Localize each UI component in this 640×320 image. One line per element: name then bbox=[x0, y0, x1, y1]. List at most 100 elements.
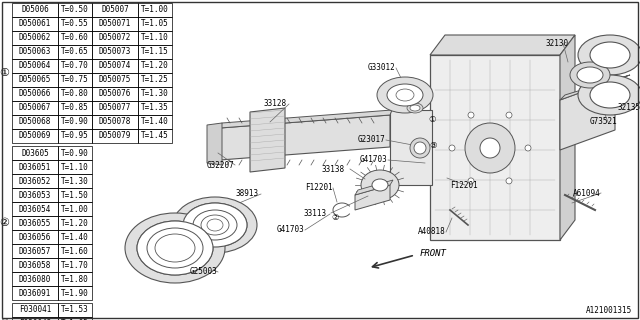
Bar bbox=[58, 244, 92, 258]
Text: T=1.60: T=1.60 bbox=[61, 246, 89, 255]
Bar bbox=[12, 303, 58, 317]
Bar bbox=[12, 258, 58, 272]
Bar bbox=[12, 146, 58, 160]
Text: D05006: D05006 bbox=[21, 5, 49, 14]
Polygon shape bbox=[250, 108, 285, 172]
Text: G32207: G32207 bbox=[207, 161, 235, 170]
Text: T=0.80: T=0.80 bbox=[61, 90, 89, 99]
Bar bbox=[92, 129, 138, 143]
Bar bbox=[12, 174, 58, 188]
Text: 33138: 33138 bbox=[322, 164, 345, 173]
Text: D036051: D036051 bbox=[19, 163, 51, 172]
Ellipse shape bbox=[570, 62, 610, 88]
Text: D036052: D036052 bbox=[19, 177, 51, 186]
Bar bbox=[58, 303, 92, 317]
Text: D050068: D050068 bbox=[19, 117, 51, 126]
Polygon shape bbox=[220, 115, 390, 160]
Text: D036091: D036091 bbox=[19, 289, 51, 298]
Text: T=1.53: T=1.53 bbox=[61, 306, 89, 315]
Text: T=1.30: T=1.30 bbox=[61, 177, 89, 186]
Text: T=1.30: T=1.30 bbox=[141, 90, 169, 99]
Text: T=0.65: T=0.65 bbox=[61, 47, 89, 57]
Text: D036054: D036054 bbox=[19, 204, 51, 213]
Text: T=0.90: T=0.90 bbox=[61, 148, 89, 157]
Circle shape bbox=[506, 178, 512, 184]
Bar bbox=[12, 202, 58, 216]
Ellipse shape bbox=[387, 84, 423, 106]
Bar bbox=[58, 174, 92, 188]
Ellipse shape bbox=[147, 228, 203, 268]
Ellipse shape bbox=[590, 82, 630, 108]
Bar bbox=[12, 31, 58, 45]
Text: D050079: D050079 bbox=[99, 132, 131, 140]
Bar bbox=[12, 216, 58, 230]
Text: D050066: D050066 bbox=[19, 90, 51, 99]
Bar bbox=[92, 87, 138, 101]
Text: T=1.20: T=1.20 bbox=[141, 61, 169, 70]
Bar bbox=[138, 101, 172, 115]
Bar bbox=[12, 272, 58, 286]
Bar bbox=[92, 73, 138, 87]
Bar bbox=[92, 59, 138, 73]
Bar bbox=[58, 3, 92, 17]
Bar bbox=[58, 317, 92, 320]
Text: D050075: D050075 bbox=[99, 76, 131, 84]
Ellipse shape bbox=[125, 213, 225, 283]
Text: G25003: G25003 bbox=[190, 268, 218, 276]
Text: T=0.85: T=0.85 bbox=[61, 103, 89, 113]
Ellipse shape bbox=[590, 42, 630, 68]
Circle shape bbox=[468, 112, 474, 118]
Ellipse shape bbox=[201, 215, 229, 235]
Ellipse shape bbox=[410, 105, 420, 111]
Bar bbox=[58, 230, 92, 244]
Text: A61094: A61094 bbox=[573, 188, 601, 197]
Text: F12201: F12201 bbox=[305, 183, 333, 193]
Bar bbox=[138, 87, 172, 101]
Bar bbox=[58, 258, 92, 272]
Text: ①: ① bbox=[428, 116, 436, 124]
Polygon shape bbox=[207, 123, 222, 165]
Text: T=1.45: T=1.45 bbox=[141, 132, 169, 140]
Bar bbox=[12, 317, 58, 320]
Circle shape bbox=[465, 123, 515, 173]
Text: 32135: 32135 bbox=[617, 103, 640, 113]
Text: T=1.40: T=1.40 bbox=[141, 117, 169, 126]
Text: T=1.15: T=1.15 bbox=[141, 47, 169, 57]
Text: T=1.10: T=1.10 bbox=[61, 163, 89, 172]
Bar bbox=[138, 17, 172, 31]
Text: D050077: D050077 bbox=[99, 103, 131, 113]
Polygon shape bbox=[430, 35, 575, 55]
Bar bbox=[58, 73, 92, 87]
Text: T=1.10: T=1.10 bbox=[141, 34, 169, 43]
Text: D050061: D050061 bbox=[19, 20, 51, 28]
Text: 33128: 33128 bbox=[264, 100, 287, 108]
Text: T=1.00: T=1.00 bbox=[61, 204, 89, 213]
Text: G33012: G33012 bbox=[368, 63, 396, 73]
Ellipse shape bbox=[183, 203, 247, 247]
Ellipse shape bbox=[396, 89, 414, 101]
Text: D03605: D03605 bbox=[21, 148, 49, 157]
Text: 38913: 38913 bbox=[236, 189, 259, 198]
Bar bbox=[12, 3, 58, 17]
Bar bbox=[12, 101, 58, 115]
Text: D050064: D050064 bbox=[19, 61, 51, 70]
Bar bbox=[58, 45, 92, 59]
Text: G23017: G23017 bbox=[358, 135, 386, 145]
Text: F030041: F030041 bbox=[19, 306, 51, 315]
Text: G41703: G41703 bbox=[360, 156, 388, 164]
Polygon shape bbox=[430, 55, 560, 240]
Polygon shape bbox=[560, 35, 575, 240]
Bar bbox=[92, 45, 138, 59]
Ellipse shape bbox=[377, 77, 433, 113]
Text: T=0.70: T=0.70 bbox=[61, 61, 89, 70]
Text: ③: ③ bbox=[429, 140, 436, 149]
Bar bbox=[58, 188, 92, 202]
Text: T=1.35: T=1.35 bbox=[141, 103, 169, 113]
Bar bbox=[138, 129, 172, 143]
Ellipse shape bbox=[155, 234, 195, 262]
Polygon shape bbox=[560, 80, 615, 150]
Bar bbox=[138, 115, 172, 129]
Text: D050072: D050072 bbox=[99, 34, 131, 43]
Text: T=1.50: T=1.50 bbox=[61, 190, 89, 199]
Text: T=1.80: T=1.80 bbox=[61, 275, 89, 284]
